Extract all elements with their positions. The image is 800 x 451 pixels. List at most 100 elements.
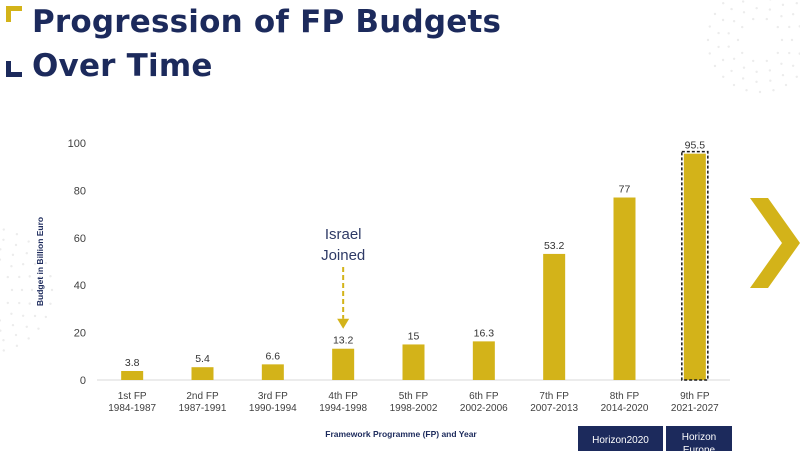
decoration-dot <box>0 248 2 251</box>
decoration-dot <box>795 75 798 78</box>
y-axis-label: Budget in Billion Euro <box>35 217 45 306</box>
chevron-right-icon[interactable] <box>750 198 800 288</box>
decoration-dot <box>27 240 30 243</box>
x-tick-label-years: 1998-2002 <box>390 403 438 414</box>
decoration-dot <box>758 90 762 94</box>
decoration-dot <box>25 252 28 255</box>
y-tick-label: 60 <box>74 233 86 245</box>
decoration-dot <box>795 2 798 5</box>
decoration-dot <box>33 314 37 318</box>
x-tick-label-name: 3rd FP <box>258 391 288 402</box>
decoration-dot <box>776 51 779 55</box>
decoration-dot <box>706 38 710 42</box>
decoration-dot <box>49 302 52 305</box>
x-tick-label-years: 2021-2027 <box>671 403 719 414</box>
decoration-dot <box>742 11 746 14</box>
decoration-dot <box>721 18 725 22</box>
decoration-dot <box>15 232 19 236</box>
y-tick-label: 0 <box>80 375 86 387</box>
decoration-dot <box>18 301 21 305</box>
x-tick-label-name: 8th FP <box>610 391 640 402</box>
decoration-dot <box>741 51 744 55</box>
data-label: 6.6 <box>266 350 281 362</box>
decoration-dot <box>788 25 791 29</box>
decoration-dot <box>0 258 2 261</box>
decoration-dot <box>755 6 758 10</box>
decoration-dot <box>755 80 758 84</box>
arrow-down-icon <box>337 318 350 329</box>
decoration-dot <box>20 288 24 292</box>
decoration-dot <box>730 69 733 73</box>
decoration-dot <box>49 275 52 278</box>
decoration-dot <box>788 51 791 55</box>
slide-title-line-2: Over Time <box>32 48 213 84</box>
bar-1 <box>121 370 144 380</box>
x-tick-label-name: 5th FP <box>399 391 429 402</box>
x-tick-label-years: 1984-1987 <box>108 403 156 414</box>
decoration-dot <box>732 83 736 87</box>
bar-9 <box>683 153 706 380</box>
decoration-dot <box>33 262 37 266</box>
x-tick-label-name: 2nd FP <box>186 391 219 402</box>
decoration-dot <box>769 79 772 82</box>
decoration-dot <box>717 31 720 35</box>
y-tick-label: 100 <box>68 138 86 150</box>
decoration-dot <box>6 301 9 305</box>
title-bracket-top-icon <box>6 6 22 22</box>
decoration-dot <box>10 288 14 292</box>
decoration-dot <box>755 70 758 74</box>
decoration-dot <box>30 288 34 292</box>
decoration-dot <box>10 265 13 268</box>
x-tick-label-name: 6th FP <box>469 391 499 402</box>
bar-4 <box>332 348 355 380</box>
decoration-dot <box>752 59 755 63</box>
decoration-dot <box>2 339 5 342</box>
bar-8 <box>613 197 636 380</box>
decoration-dot <box>727 45 730 48</box>
decoration-dot <box>14 243 18 247</box>
decoration-dot <box>708 25 711 28</box>
decoration-dot <box>28 275 31 278</box>
x-tick-label-years: 2002-2006 <box>460 403 508 414</box>
decoration-dot <box>10 312 13 315</box>
decoration-dot <box>708 52 711 55</box>
x-tick-label-years: 1987-1991 <box>179 403 227 414</box>
decoration-dot <box>741 0 745 3</box>
decoration-dot <box>736 38 740 42</box>
data-label: 77 <box>619 184 631 196</box>
highlight-dashed-box <box>681 150 709 381</box>
decoration-dot <box>37 327 40 330</box>
decoration-dot <box>28 302 31 305</box>
decoration-dot <box>780 38 784 42</box>
decoration-dot <box>730 7 733 11</box>
decoration-dot <box>2 228 5 231</box>
decoration-dot <box>784 83 788 87</box>
decoration-dot <box>717 45 720 49</box>
decoration-dot <box>742 66 746 69</box>
decoration-dot <box>37 250 40 253</box>
data-label: 3.8 <box>125 357 140 369</box>
decoration-dot <box>6 275 9 279</box>
decoration-dot <box>772 89 775 92</box>
decoration-dot <box>21 263 25 266</box>
decoration-dot <box>781 73 785 77</box>
decoration-dot <box>39 302 42 305</box>
decoration-dot <box>11 323 15 327</box>
y-tick-label: 80 <box>74 185 86 197</box>
decoration-dot <box>721 58 725 62</box>
decoration-dot <box>21 314 25 317</box>
horizon2020-tab: Horizon2020 <box>578 426 663 451</box>
decoration-dot <box>741 25 744 29</box>
decoration-dot <box>727 32 730 35</box>
decoration-dot <box>780 15 783 18</box>
decoration-dot <box>765 17 768 21</box>
decoration-dot <box>0 319 2 322</box>
decoration-dot <box>741 77 745 80</box>
decoration-dot <box>768 8 772 11</box>
decoration-dot <box>44 315 48 319</box>
decoration-dot <box>18 275 21 279</box>
horizon-europe-tab: Horizon Europe <box>666 426 732 451</box>
data-label: 16.3 <box>474 327 495 339</box>
data-label: 15 <box>408 330 420 342</box>
